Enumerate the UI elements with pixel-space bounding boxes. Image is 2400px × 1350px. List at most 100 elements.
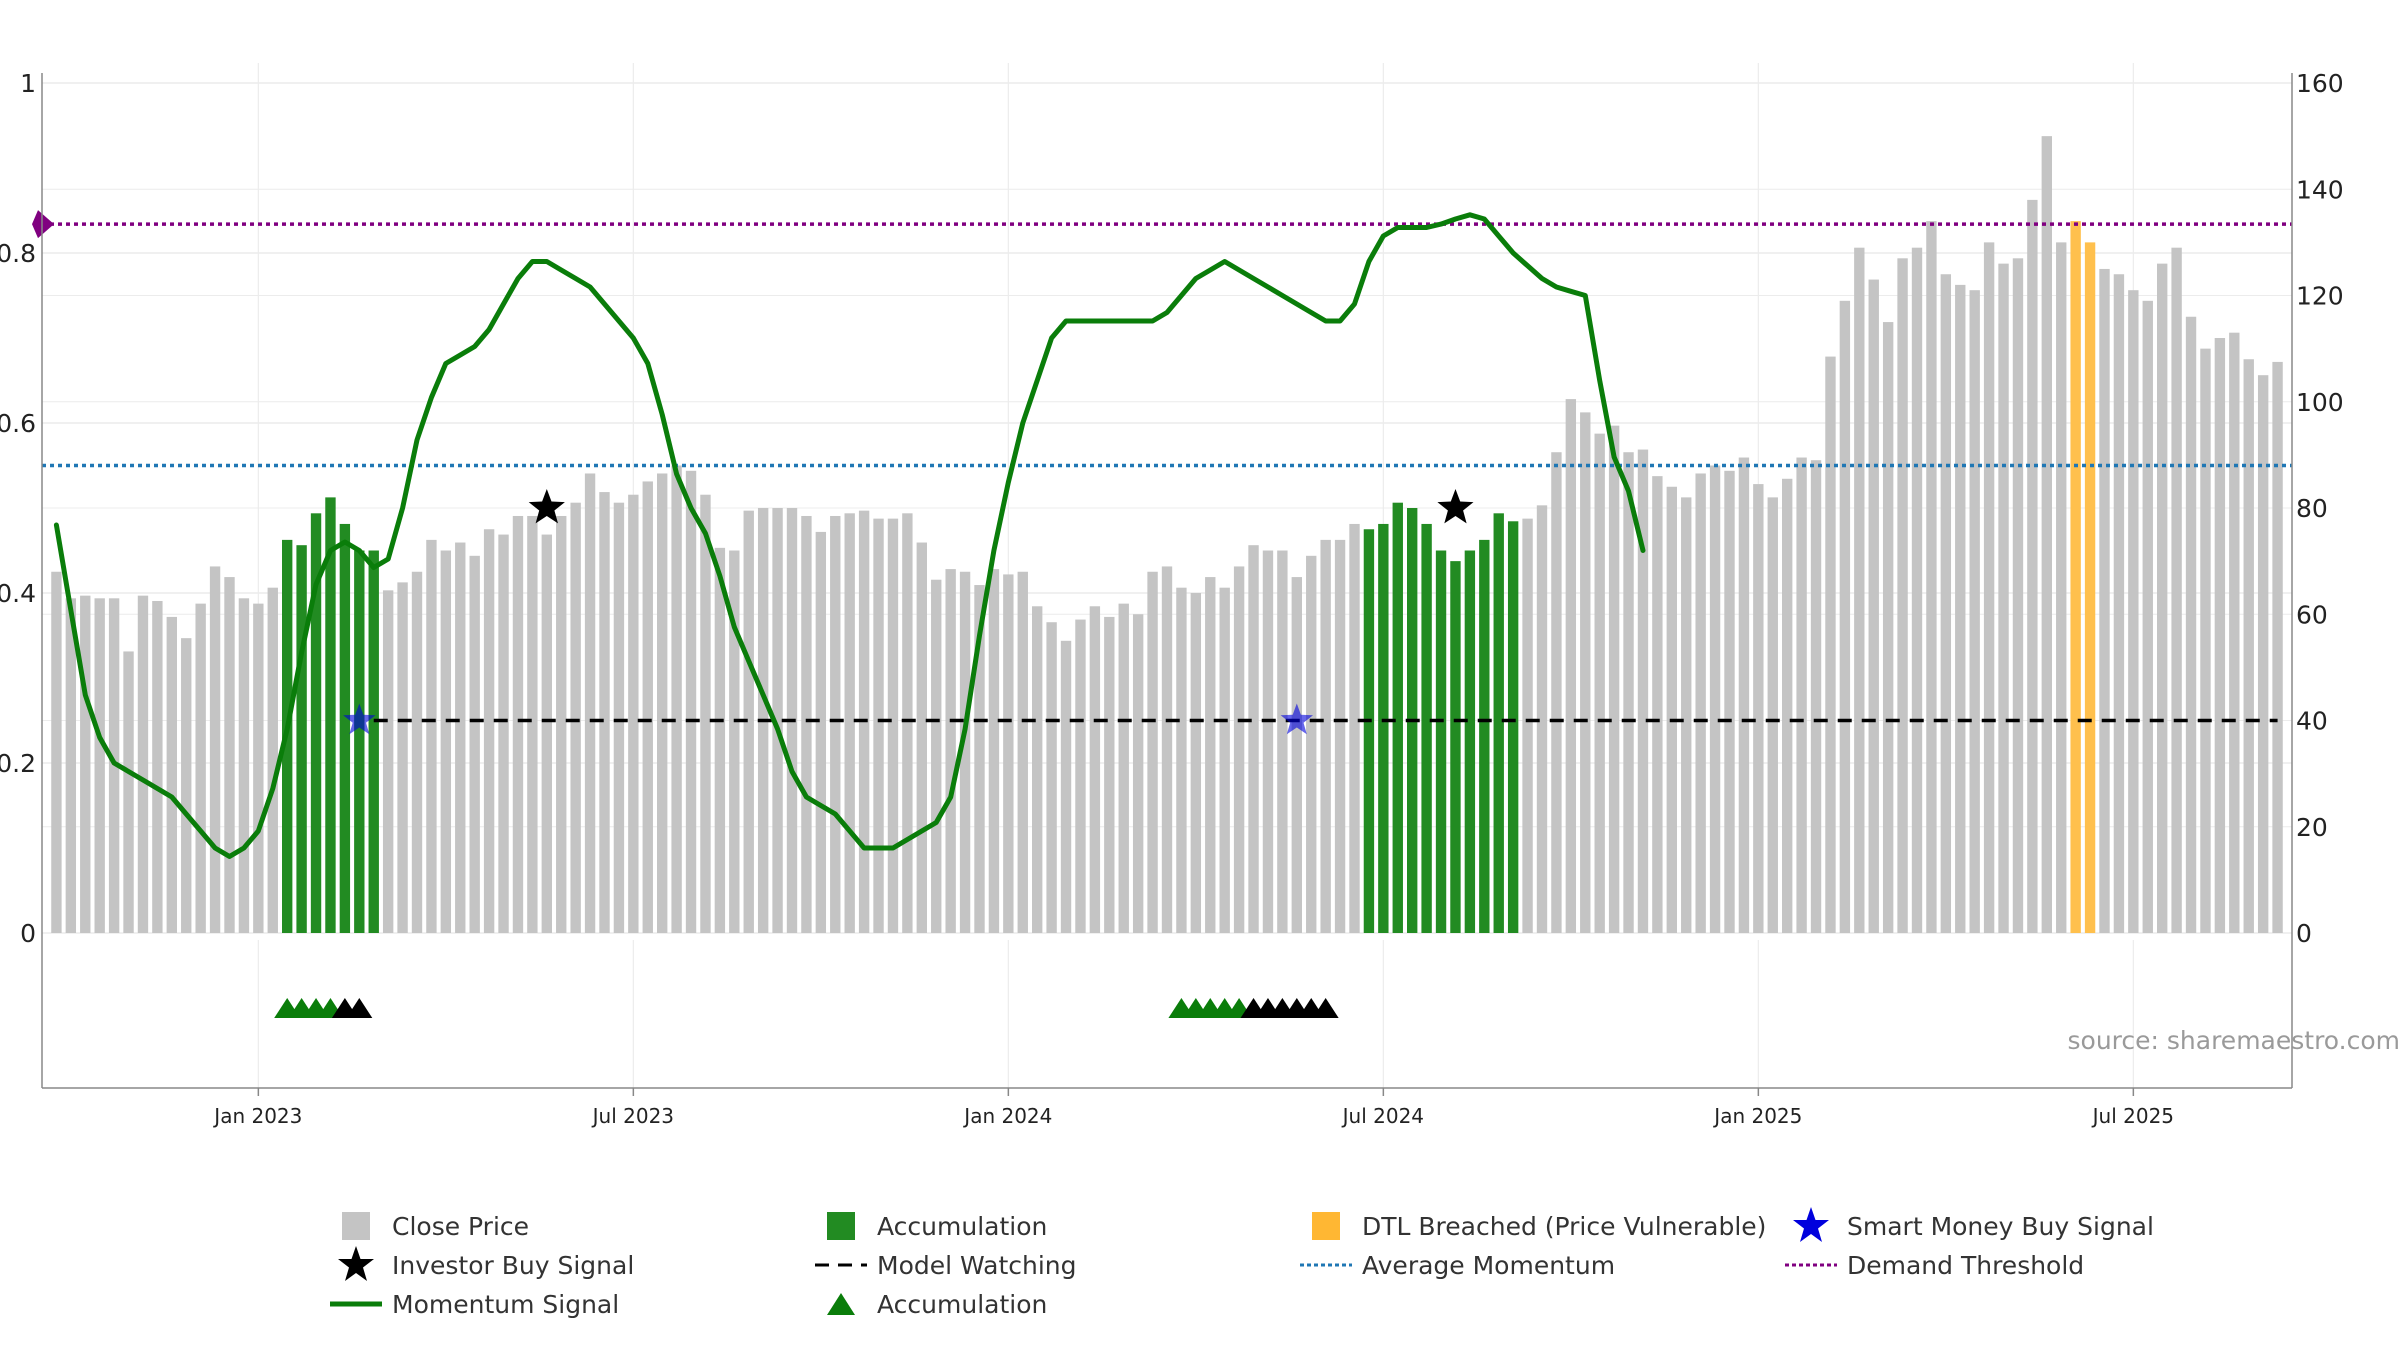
close-price-bar (1565, 399, 1577, 934)
right-axis-tick-label: 60 (2296, 600, 2328, 629)
close-price-bar (1075, 619, 1086, 933)
momentum-signal-line (53, 212, 1646, 859)
right-axis-tick-label: 100 (2296, 388, 2344, 417)
accumulation-bar (1450, 561, 1461, 934)
investor-buy-star (1437, 489, 1474, 524)
close-price-bar (902, 513, 913, 933)
close-price-bar (916, 542, 927, 933)
orange-square-icon (1300, 1208, 1352, 1244)
close-price-bar (80, 595, 91, 933)
close-price-bar (1724, 470, 1735, 933)
close-price-bar (1060, 640, 1072, 933)
close-price-bar (137, 595, 149, 933)
close-price-bar (974, 585, 985, 933)
close-price-bar (671, 465, 682, 933)
x-axis-tick-label: Jan 2025 (1712, 1104, 1802, 1128)
close-price-bar (1594, 433, 1605, 934)
close-price-bar (931, 579, 942, 933)
close-price-bar (1940, 274, 1952, 933)
green-square-icon (815, 1208, 867, 1244)
close-price-bar (887, 518, 899, 934)
close-price-bar (743, 510, 754, 933)
legend-label: Accumulation (877, 1289, 1048, 1319)
smart-money-buy-star (1280, 703, 1313, 735)
close-price-bar (1046, 622, 1057, 933)
legend-label: Average Momentum (1362, 1250, 1616, 1280)
close-price-bar (1637, 449, 1649, 933)
close-price-bar (123, 651, 134, 933)
close-price-bar (772, 508, 783, 933)
demand-threshold-marker (32, 210, 54, 239)
close-price-bar (238, 598, 250, 933)
close-price-bar (224, 577, 235, 933)
x-axis-tick-label: Jul 2025 (2091, 1104, 2174, 1128)
close-price-bar (512, 515, 524, 933)
green-line-icon (330, 1286, 382, 1322)
legend-label: DTL Breached (Price Vulnerable) (1362, 1211, 1767, 1241)
accumulation-bar (1392, 502, 1403, 933)
gray-square-icon (330, 1208, 382, 1244)
close-price-bar (166, 616, 177, 933)
close-price-bar (1608, 425, 1620, 933)
close-price-bar (1522, 518, 1533, 934)
legend-label: Smart Money Buy Signal (1847, 1211, 2154, 1241)
axes-layer: 0 0.2 0.4 0.6 0.8 1 0 20 40 60 80 100 120 140 160 Jan 2… (0, 69, 2344, 1128)
x-axis-tick-label: Jan 2024 (962, 1104, 1052, 1128)
close-price-bar (1695, 473, 1706, 933)
right-axis-tick-label: 0 (2296, 919, 2312, 948)
close-price-bar (2113, 274, 2125, 933)
accumulation-bar (339, 523, 351, 933)
close-price-bar (729, 550, 740, 933)
black-star-icon (330, 1246, 382, 1283)
accumulation-bar (310, 513, 322, 933)
accumulation-bar (1464, 550, 1476, 933)
markers-layer (274, 489, 1474, 1018)
close-price-bar (1868, 279, 1879, 933)
legend-label: Momentum Signal (392, 1289, 620, 1319)
legend-label: Demand Threshold (1847, 1250, 2085, 1280)
dotted-blue-line-icon (1300, 1247, 1352, 1283)
close-price-bar (1176, 587, 1187, 933)
legend-label: Close Price (392, 1211, 530, 1241)
close-price-bar (2157, 263, 2168, 934)
close-price-bar (1709, 465, 1721, 933)
close-price-bar (1681, 497, 1692, 933)
close-price-bar (1017, 571, 1028, 933)
bars-layer (51, 136, 2283, 934)
legend-item-close-price: Close Price (330, 1206, 529, 1246)
close-price-bar (1825, 356, 1836, 934)
accumulation-bar (1378, 523, 1389, 933)
legend: Close Price Accumulation DTL Breached (P… (300, 1206, 2200, 1326)
close-price-bar (1219, 587, 1230, 933)
blue-star-icon (1785, 1207, 1837, 1244)
close-price-bar (2056, 242, 2067, 934)
close-price-bar (1969, 290, 1980, 933)
x-axis-tick-label: Jul 2024 (1341, 1104, 1424, 1128)
dtl-breached-bar (2084, 242, 2096, 934)
legend-item-investor-buy: Investor Buy Signal (330, 1245, 634, 1285)
close-price-bar (1291, 577, 1302, 933)
legend-label: Accumulation (877, 1211, 1048, 1241)
green-triangle-icon (815, 1286, 867, 1322)
close-price-bar (469, 555, 480, 933)
close-price-bar (181, 638, 192, 933)
close-price-bar (1652, 476, 1663, 934)
close-price-bar (685, 470, 697, 933)
close-price-bar (253, 603, 264, 934)
close-price-bar (700, 494, 711, 933)
close-price-bar (945, 569, 956, 933)
close-price-bar (801, 515, 812, 933)
close-price-bar (2128, 290, 2139, 933)
accumulation-marker-black (1312, 998, 1339, 1018)
close-price-bar (2142, 300, 2153, 933)
close-price-bar (1132, 614, 1144, 933)
close-price-bar (426, 539, 437, 934)
legend-item-accumulation: Accumulation (815, 1206, 1047, 1246)
close-price-bar (2027, 199, 2038, 934)
close-price-bar (455, 542, 466, 933)
close-price-bar (1911, 247, 1923, 933)
close-price-bar (1810, 460, 1822, 933)
close-price-bar (94, 598, 105, 933)
legend-item-average-momentum: Average Momentum (1300, 1245, 1615, 1285)
close-price-bar (1897, 258, 1908, 933)
